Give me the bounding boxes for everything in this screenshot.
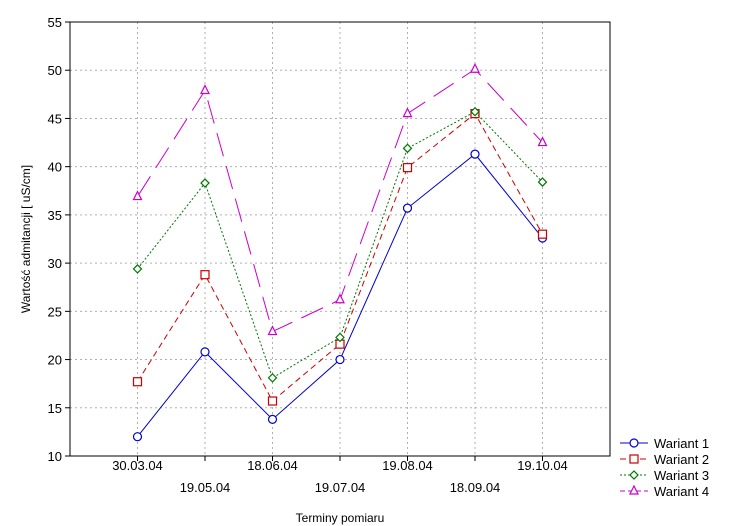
data-point [267, 414, 278, 424]
data-point [402, 107, 413, 118]
legend-marker [629, 484, 639, 495]
y-tick-label: 15 [48, 401, 62, 416]
legend-marker [629, 470, 639, 480]
x-tick-label: 18.09.04 [450, 480, 501, 495]
data-point [470, 62, 480, 73]
data-point [200, 84, 210, 95]
legend-item: Wariant 4 [620, 484, 709, 499]
data-point [200, 270, 210, 280]
x-tick-label: 18.06.04 [247, 458, 298, 473]
legend-marker [629, 438, 639, 448]
data-point [132, 264, 143, 274]
legend-item: Wariant 2 [620, 452, 709, 467]
y-tick-label: 50 [48, 63, 62, 78]
data-point [267, 373, 278, 383]
series-3 [132, 106, 548, 383]
legend-item: Wariant 3 [620, 468, 709, 483]
grid [70, 22, 610, 456]
x-tick-label: 19.07.04 [315, 480, 366, 495]
data-point [470, 149, 480, 159]
legend-item: Wariant 1 [620, 436, 709, 451]
data-point [132, 377, 143, 387]
y-tick-label: 20 [48, 353, 62, 368]
x-tick-label: 19.05.04 [180, 480, 231, 495]
y-tick-label: 45 [48, 111, 62, 126]
y-tick-label: 55 [48, 15, 62, 30]
x-tick-label: 30.03.04 [112, 458, 163, 473]
data-point [132, 432, 143, 442]
data-point [537, 136, 548, 147]
y-tick-label: 10 [48, 449, 62, 464]
data-point [402, 163, 413, 173]
data-point [470, 106, 480, 117]
x-tick-label: 19.08.04 [382, 458, 433, 473]
data-point [267, 396, 278, 406]
data-point [335, 293, 345, 304]
legend-label: Wariant 3 [654, 468, 709, 483]
y-axis-title: Wartość admitancji [ uS/cm] [19, 165, 33, 313]
data-point [537, 177, 548, 187]
legend-label: Wariant 1 [654, 436, 709, 451]
data-point [537, 229, 548, 239]
legend-label: Wariant 4 [654, 484, 709, 499]
data-point [335, 332, 345, 343]
series-group [132, 62, 548, 442]
data-point [132, 190, 143, 201]
data-point [200, 178, 210, 188]
data-point [335, 354, 345, 365]
axes: 10 15 20 25 30 35 40 45 50 55 30.03.04 19.05.04 18.0… [48, 15, 611, 495]
legend-marker [629, 454, 639, 464]
x-axis-title: Terminy pomiaru [296, 511, 385, 525]
legend-label: Wariant 2 [654, 452, 709, 467]
data-point [200, 347, 210, 357]
y-tick-label: 35 [48, 208, 62, 223]
y-tick-label: 25 [48, 304, 62, 319]
series-4 [132, 62, 548, 336]
x-tick-label: 19.10.04 [517, 458, 568, 473]
data-point [402, 203, 413, 213]
y-tick-label: 40 [48, 160, 62, 175]
data-point [402, 143, 413, 154]
y-tick-label: 30 [48, 256, 62, 271]
data-point [267, 325, 278, 336]
